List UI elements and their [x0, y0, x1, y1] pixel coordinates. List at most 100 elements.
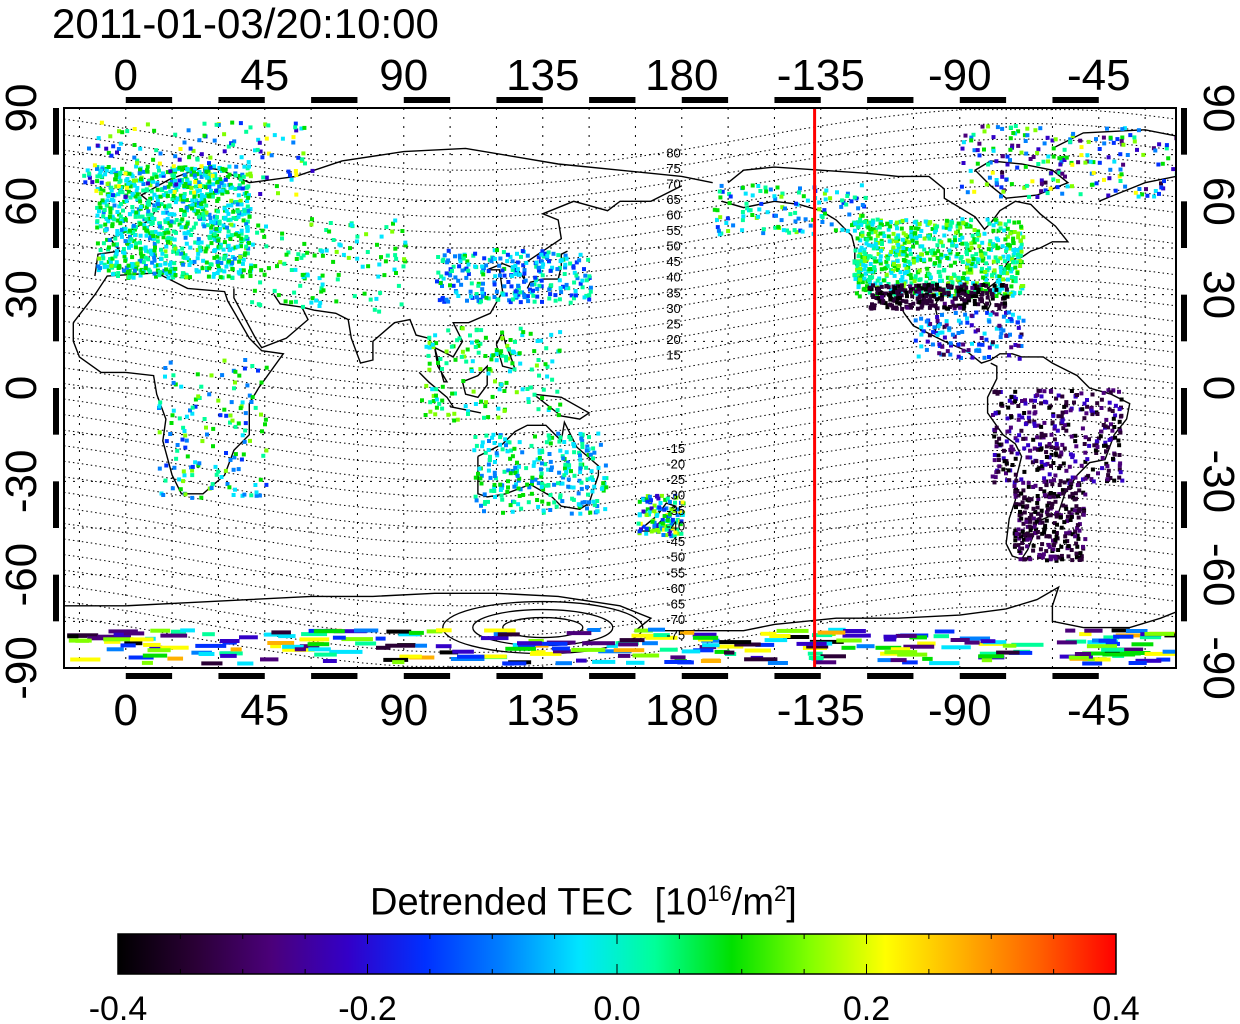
tec-point [636, 521, 641, 526]
tec-point [1066, 422, 1071, 427]
tec-point [820, 654, 846, 659]
tec-point [546, 467, 551, 472]
tec-point [1062, 404, 1067, 409]
tec-point [111, 193, 115, 198]
tec-point [464, 275, 469, 280]
tec-point [493, 379, 497, 384]
tec-point [377, 262, 382, 267]
tec-point [948, 352, 953, 357]
tec-point [956, 354, 961, 359]
tec-point [1014, 487, 1018, 492]
tec-point [434, 397, 439, 402]
tec-point [158, 400, 163, 405]
colorbar-tick-label: -0.4 [89, 990, 148, 1024]
tec-point [520, 333, 525, 338]
tec-point [216, 238, 221, 243]
tec-point [123, 258, 128, 263]
tec-point [156, 231, 161, 236]
tec-point [167, 656, 184, 661]
tec-point [139, 258, 144, 263]
tec-point [415, 643, 428, 648]
tec-point [1021, 537, 1026, 542]
tec-point [126, 189, 131, 194]
tec-point [1053, 137, 1058, 142]
tec-point [181, 262, 186, 267]
tec-point [98, 224, 103, 229]
tec-point [547, 452, 552, 456]
tec-point [168, 241, 173, 245]
tec-point [341, 252, 346, 257]
tec-point [500, 336, 505, 341]
tec-point [796, 641, 827, 646]
tec-point [118, 171, 123, 175]
tec-point [264, 244, 269, 249]
tec-point [1162, 649, 1176, 654]
tec-point [165, 193, 170, 198]
tec-point [906, 259, 911, 264]
tec-point [465, 259, 470, 264]
tec-point [587, 435, 591, 440]
tec-point [1018, 557, 1023, 562]
tec-point [217, 229, 222, 234]
tec-point [662, 524, 667, 529]
tec-point [890, 658, 907, 663]
tec-point [1024, 519, 1029, 524]
tec-point [891, 290, 896, 295]
tec-point [559, 258, 564, 263]
tec-point [1070, 507, 1075, 512]
tec-point [1010, 400, 1015, 405]
tec-point [114, 184, 119, 189]
tec-point [824, 188, 829, 193]
tec-point [488, 454, 492, 459]
tec-point [1001, 277, 1006, 282]
tec-point [135, 197, 140, 202]
tec-point [385, 643, 416, 648]
tec-point [392, 660, 405, 665]
tec-point [915, 306, 920, 311]
tec-point [266, 266, 271, 271]
tec-point [1131, 642, 1154, 647]
tec-point [179, 208, 184, 212]
tec-point [715, 208, 720, 213]
tec-point [1061, 426, 1066, 431]
tec-point [349, 222, 354, 227]
tec-point [211, 274, 216, 279]
tec-point [520, 249, 525, 253]
tec-point [126, 263, 131, 268]
tec-point [259, 412, 263, 417]
tec-point [175, 448, 180, 453]
tec-point [209, 220, 214, 224]
tec-point [1027, 419, 1032, 424]
tec-point [233, 424, 238, 429]
tec-point [473, 345, 478, 349]
tec-point [571, 497, 576, 502]
tec-point [530, 475, 535, 480]
tec-point [196, 204, 201, 208]
tec-point [138, 233, 143, 238]
tec-point [433, 412, 438, 417]
tec-point [205, 175, 210, 180]
coastline [533, 393, 591, 420]
tec-point [499, 382, 504, 387]
tec-point [588, 289, 593, 294]
tec-point [904, 270, 909, 274]
tec-point [1065, 184, 1070, 189]
tec-point [903, 644, 935, 649]
tec-point [302, 125, 307, 130]
tec-point [965, 190, 970, 195]
tec-point [884, 259, 889, 264]
tec-point [235, 244, 240, 249]
tec-point [1160, 161, 1165, 166]
tec-point [1113, 634, 1134, 639]
tec-point [139, 267, 144, 272]
tec-point [1000, 301, 1005, 306]
contour-label: 40 [666, 270, 680, 285]
tec-point [1036, 388, 1041, 393]
tec-point [1120, 127, 1125, 132]
tec-point [255, 230, 260, 235]
tec-point [1055, 428, 1060, 433]
tec-point [972, 148, 977, 153]
tec-point [442, 253, 447, 258]
tec-point [567, 435, 572, 439]
tec-point [975, 237, 980, 242]
